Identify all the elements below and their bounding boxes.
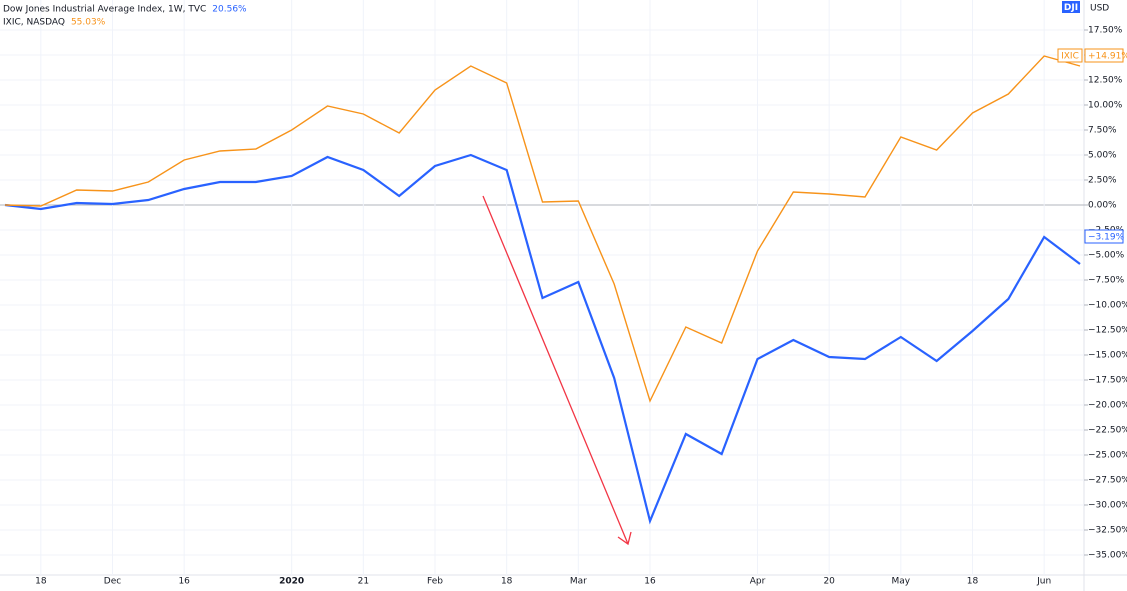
y-tick-label: −10.00% — [1088, 301, 1127, 311]
last-label: −3.19% — [1088, 233, 1125, 243]
arrow-head — [617, 531, 632, 546]
y-tick-label: −32.50% — [1088, 526, 1127, 536]
y-tick-label: 17.50% — [1088, 26, 1123, 36]
x-tick-label: 2020 — [279, 577, 304, 587]
x-tick-label: Feb — [427, 577, 443, 587]
legend-name: Dow Jones Industrial Average Index, 1W, … — [3, 5, 206, 15]
last-label-bg — [1084, 229, 1124, 244]
last-label: +14.91% — [1088, 52, 1127, 62]
y-tick-label: −30.00% — [1088, 501, 1127, 511]
legend-value: 55.03% — [71, 18, 106, 28]
x-tick-label: 18 — [35, 577, 47, 587]
x-tick-label: Dec — [104, 577, 121, 587]
x-tick-label: 16 — [644, 577, 656, 587]
y-tick-label: −20.00% — [1088, 401, 1127, 411]
currency: USD — [1090, 4, 1109, 14]
last-tag-bg — [1057, 48, 1083, 63]
y-tick-label: 12.50% — [1088, 76, 1123, 86]
lines — [4, 55, 1081, 525]
x-tick-label: 18 — [501, 577, 513, 587]
y-tick-label: −5.00% — [1088, 251, 1125, 261]
symbol-badge-bg — [1062, 1, 1080, 13]
x-tick-label: 18 — [967, 577, 979, 587]
series-line — [4, 55, 1081, 403]
y-tick-label: 7.50% — [1088, 126, 1117, 136]
legend-name: IXIC, NASDAQ — [3, 18, 65, 28]
y-tick-label: −17.50% — [1088, 376, 1127, 386]
y-tick-label: −22.50% — [1088, 426, 1127, 436]
x-tick-label: Jun — [1036, 577, 1051, 587]
symbol-badge: DJI — [1064, 3, 1078, 13]
x-tick-label: 20 — [823, 577, 835, 587]
y-tick-label: −12.50% — [1088, 326, 1127, 336]
y-tick-label: −7.50% — [1088, 276, 1125, 286]
y-tick-label: −35.00% — [1088, 551, 1127, 561]
last-label-bg — [1084, 48, 1124, 63]
y-tick-label: 2.50% — [1088, 176, 1117, 186]
x-tick-label: 21 — [358, 577, 369, 587]
y-tick-label: −27.50% — [1088, 476, 1127, 486]
series-line — [4, 153, 1081, 525]
last-tag: IXIC — [1061, 52, 1079, 62]
legend-value: 20.56% — [212, 5, 247, 15]
x-tick-label: Apr — [750, 577, 766, 587]
grid — [0, 0, 1084, 575]
y-tick-label: 5.00% — [1088, 151, 1117, 161]
y-tick-label: 0.00% — [1088, 201, 1117, 211]
x-tick-label: Mar — [570, 577, 587, 587]
x-tick-label: May — [892, 577, 911, 587]
x-tick-label: 16 — [178, 577, 190, 587]
y-tick-label: −25.00% — [1088, 451, 1127, 461]
annotation-arrow — [482, 195, 629, 545]
y-tick-label: 10.00% — [1088, 101, 1123, 111]
y-tick-label: −15.00% — [1088, 351, 1127, 361]
